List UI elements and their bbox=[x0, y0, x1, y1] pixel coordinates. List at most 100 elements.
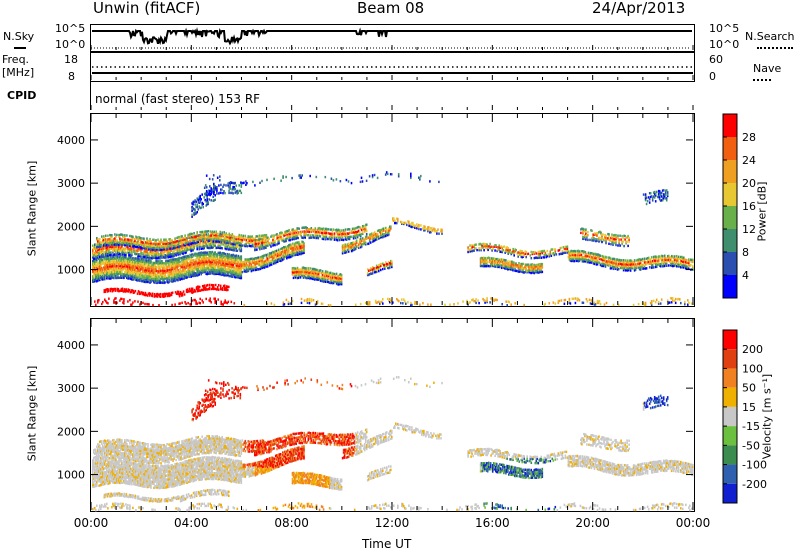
power-cell bbox=[209, 260, 211, 263]
power-cell bbox=[207, 230, 209, 233]
power-cell bbox=[198, 265, 200, 269]
power-cell bbox=[189, 273, 191, 277]
power-cell bbox=[184, 270, 186, 273]
power-cell bbox=[95, 243, 97, 246]
power-cell bbox=[228, 261, 231, 264]
power-cell bbox=[201, 255, 203, 258]
power-cell bbox=[95, 262, 97, 265]
power-cell bbox=[165, 263, 167, 266]
power-cell bbox=[205, 263, 207, 266]
power-cell bbox=[116, 233, 118, 237]
power-cell bbox=[355, 239, 358, 242]
power-cell bbox=[229, 271, 232, 274]
power-cell bbox=[104, 258, 106, 261]
power-cell bbox=[207, 257, 209, 260]
power-cell bbox=[144, 264, 146, 267]
power-cell bbox=[209, 263, 211, 266]
power-cell bbox=[158, 271, 160, 274]
power-cell bbox=[424, 225, 426, 228]
power-cell bbox=[237, 254, 240, 258]
power-cell bbox=[115, 272, 117, 275]
power-cell bbox=[159, 274, 161, 277]
power-cell bbox=[178, 264, 180, 268]
power-cell bbox=[138, 269, 140, 272]
power-cell bbox=[525, 255, 527, 259]
power-cell bbox=[212, 264, 214, 267]
power-cell bbox=[193, 266, 195, 270]
power-cell bbox=[234, 262, 237, 265]
power-cell bbox=[104, 256, 106, 259]
power-cell bbox=[345, 238, 348, 241]
power-cell bbox=[217, 284, 220, 287]
power-cell bbox=[189, 234, 191, 238]
power-cell bbox=[324, 280, 327, 283]
power-cell bbox=[317, 237, 320, 240]
power-cell bbox=[209, 253, 211, 256]
power-cell bbox=[215, 253, 217, 256]
power-cell bbox=[216, 271, 218, 274]
power-cell bbox=[507, 247, 509, 250]
power-cell bbox=[169, 273, 171, 276]
power-cell bbox=[99, 259, 101, 263]
power-cell bbox=[171, 264, 173, 267]
power-cell bbox=[236, 270, 239, 273]
power-cell bbox=[157, 274, 159, 277]
power-cell bbox=[174, 261, 176, 265]
power-cell bbox=[94, 272, 96, 275]
power-cell bbox=[303, 248, 305, 251]
power-cell bbox=[168, 274, 170, 278]
power-cell bbox=[111, 274, 113, 278]
power-cell bbox=[218, 266, 220, 270]
power-cell bbox=[153, 263, 155, 267]
power-cell bbox=[94, 266, 96, 270]
power-cell bbox=[175, 271, 177, 275]
power-cell bbox=[489, 242, 491, 246]
power-cell bbox=[236, 260, 239, 263]
power-cell bbox=[109, 257, 111, 261]
power-cell bbox=[222, 251, 224, 255]
power-cell bbox=[110, 251, 112, 254]
freq-unit: [MHz] bbox=[2, 66, 35, 79]
power-cell bbox=[167, 275, 169, 278]
power-cell bbox=[544, 251, 547, 255]
power-cell bbox=[215, 272, 217, 276]
power-cell bbox=[139, 271, 141, 274]
power-cell bbox=[233, 261, 236, 265]
power-cell bbox=[116, 239, 118, 242]
power-cell bbox=[182, 259, 184, 262]
power-cell bbox=[147, 267, 149, 270]
power-cell bbox=[181, 269, 183, 273]
power-cell bbox=[123, 257, 125, 260]
power-cell bbox=[438, 232, 440, 235]
power-cell bbox=[229, 261, 232, 264]
power-cell bbox=[157, 262, 159, 265]
nave-tick-top: 60 bbox=[709, 53, 723, 66]
power-cell bbox=[204, 253, 206, 256]
power-cell bbox=[195, 260, 197, 263]
power-cell bbox=[187, 262, 189, 265]
power-cell bbox=[221, 271, 223, 275]
power-cell bbox=[178, 235, 180, 239]
power-cell bbox=[198, 258, 200, 261]
power-cell bbox=[216, 272, 218, 275]
power-cell bbox=[132, 278, 134, 281]
power-cell bbox=[200, 263, 202, 266]
power-cell bbox=[217, 251, 219, 255]
power-cell bbox=[225, 270, 227, 273]
power-cell bbox=[361, 231, 364, 234]
power-cell bbox=[172, 270, 174, 273]
power-cell bbox=[100, 257, 102, 260]
power-cell bbox=[180, 262, 182, 266]
power-cell bbox=[96, 264, 98, 267]
power-cell bbox=[137, 271, 139, 274]
power-cell bbox=[173, 267, 175, 271]
power-cell bbox=[196, 262, 198, 265]
power-cell bbox=[175, 265, 177, 268]
power-cell bbox=[168, 280, 170, 284]
power-cell bbox=[223, 284, 226, 287]
power-cell bbox=[120, 253, 122, 256]
power-cell bbox=[108, 267, 110, 270]
power-cell bbox=[198, 273, 200, 276]
power-cell bbox=[195, 274, 197, 277]
power-cell bbox=[214, 251, 216, 254]
